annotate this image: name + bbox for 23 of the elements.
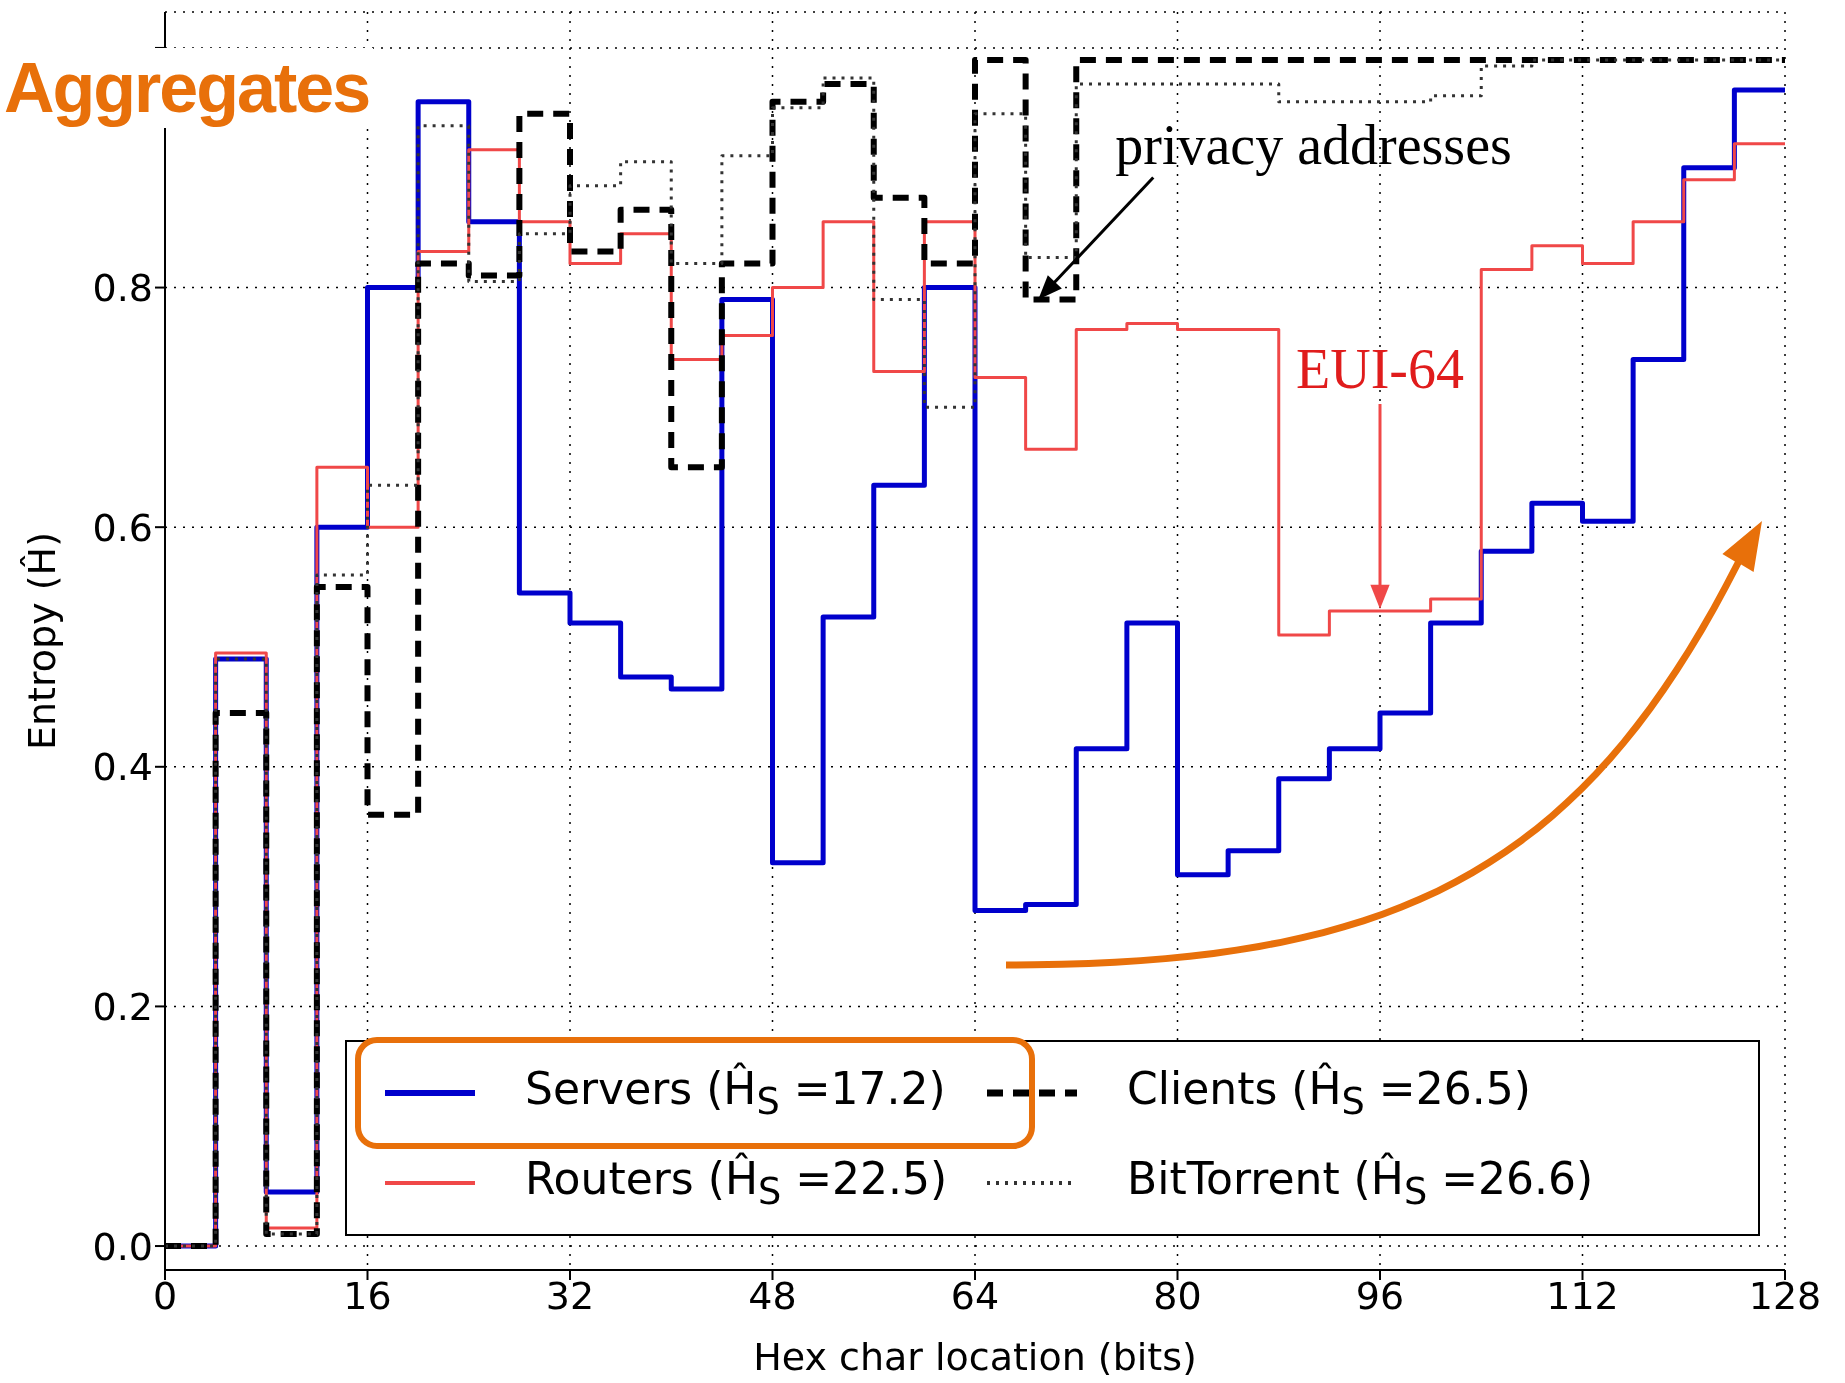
x-tick-label: 64 (950, 1273, 1000, 1318)
y-tick-label: 0.0 (92, 1224, 153, 1269)
x-tick-label: 48 (748, 1273, 797, 1318)
y-tick-label: 0.4 (92, 745, 153, 790)
text: Aggregates (0, 48, 374, 128)
annotation: privacy addresses (1115, 113, 1512, 176)
x-tick-label: 32 (545, 1273, 595, 1318)
x-tick-label: 0 (152, 1273, 178, 1318)
y-tick-label: 0.2 (92, 984, 153, 1029)
x-tick-label: 80 (1153, 1273, 1202, 1318)
legend-label: Clients (Ĥ$_{S}$ =26.5) (1127, 1063, 1531, 1123)
y-tick-label: 0.6 (92, 505, 153, 550)
x-axis-title: Hex char location (bits) (753, 1335, 1197, 1379)
legend-label: BitTorrent (Ĥ$_{S}$ =26.6) (1127, 1153, 1594, 1213)
legend-label: Routers (Ĥ$_{S}$ =22.5) (525, 1153, 948, 1213)
x-tick-label: 128 (1748, 1273, 1822, 1318)
legend-label: Servers (Ĥ$_{S}$ =17.2) (525, 1063, 946, 1123)
x-tick-label: 16 (343, 1273, 392, 1318)
x-tick-label: 96 (1355, 1273, 1405, 1318)
y-tick-label: 0.8 (92, 266, 153, 311)
y-axis-title: Entropy (Ĥ) (20, 532, 65, 750)
annotation: EUI-64 (1296, 338, 1464, 400)
x-tick-label: 112 (1546, 1273, 1619, 1318)
